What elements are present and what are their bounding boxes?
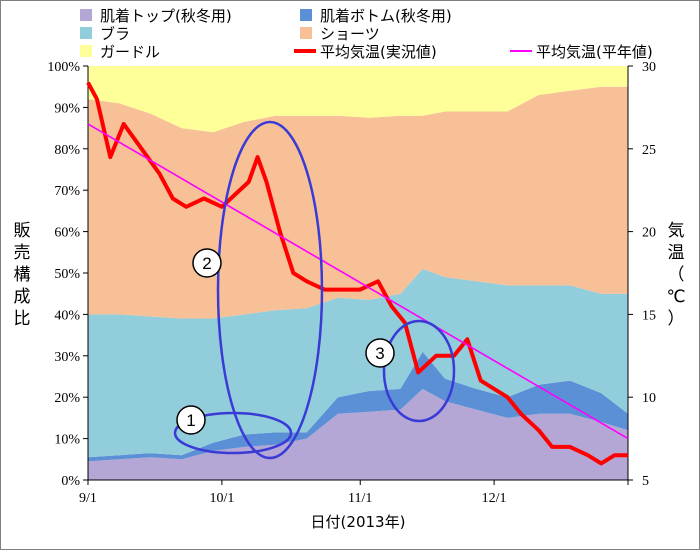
annotation-ellipse-3 [382, 319, 456, 423]
y-left-title-char: 構 [14, 265, 31, 285]
y-right-title-char: 温 [668, 243, 685, 263]
annotation-badge-2 [192, 248, 222, 278]
y-left-tick-label: 0% [61, 474, 80, 489]
y-left-tick-label: 60% [54, 226, 80, 241]
legend-swatch [300, 27, 312, 39]
annotation-number-2: 2 [202, 254, 211, 273]
x-tick-label: 10/1 [209, 491, 234, 506]
y-left-tick-label: 10% [54, 433, 80, 448]
y-right-tick-label: 15 [642, 308, 656, 323]
annotation-ellipse-1 [173, 411, 293, 455]
legend-swatch [80, 45, 92, 57]
x-tick-label: 12/1 [482, 491, 507, 506]
legend-label: 肌着ボトム(秋冬用) [320, 7, 452, 25]
y-left-tick-label: 70% [54, 184, 80, 199]
y-left-tick-label: 100% [47, 60, 80, 75]
y-left-tick-label: 80% [54, 143, 80, 158]
annotation-ellipse-2 [216, 120, 324, 460]
x-tick-label: 9/1 [79, 491, 97, 506]
y-right-title-char: 気 [668, 221, 685, 241]
legend-label: ショーツ [320, 25, 380, 43]
y-left-title-char: 販 [14, 221, 31, 241]
y-left-tick-label: 20% [54, 391, 80, 406]
area-series-1 [88, 388, 628, 480]
legend-label: 平均気温(平年値) [536, 43, 653, 61]
legend-label: ブラ [100, 25, 130, 43]
y-left-tick-label: 40% [54, 308, 80, 323]
y-left-title-char: 売 [14, 243, 31, 263]
y-left-title-char: 比 [14, 309, 31, 329]
y-left-title-char: 成 [14, 287, 31, 307]
y-right-title-char: （ [668, 265, 685, 285]
y-left-tick-label: 50% [54, 267, 80, 282]
y-right-tick-label: 10 [642, 391, 656, 406]
area-series-4 [88, 86, 628, 319]
legend-label: 肌着トップ(秋冬用) [100, 7, 232, 25]
area-series-2 [88, 351, 628, 462]
y-right-tick-label: 25 [642, 143, 656, 158]
annotation-number-3: 3 [375, 344, 384, 363]
area-series-5 [88, 66, 628, 133]
annotation-badge-3 [365, 338, 395, 368]
legend-label: ガードル [100, 43, 160, 61]
y-right-tick-label: 30 [642, 60, 656, 75]
y-right-title-char: ℃ [666, 287, 685, 307]
legend-swatch [300, 9, 312, 21]
x-tick-label: 11/1 [348, 491, 372, 506]
annotation-number-1: 1 [186, 411, 195, 430]
legend-swatch [80, 9, 92, 21]
y-left-tick-label: 90% [54, 101, 80, 116]
y-right-tick-label: 20 [642, 226, 656, 241]
y-left-tick-label: 30% [54, 350, 80, 365]
legend-label: 平均気温(実況値) [320, 43, 437, 61]
x-axis-title: 日付(2013年) [311, 513, 406, 531]
y-right-tick-label: 5 [642, 474, 649, 489]
y-right-title-char: ） [668, 309, 685, 329]
line-series-2 [87, 123, 629, 440]
annotation-badge-1 [176, 405, 206, 435]
area-series-3 [88, 268, 628, 458]
legend-swatch [80, 27, 92, 39]
line-series-1 [86, 81, 628, 466]
